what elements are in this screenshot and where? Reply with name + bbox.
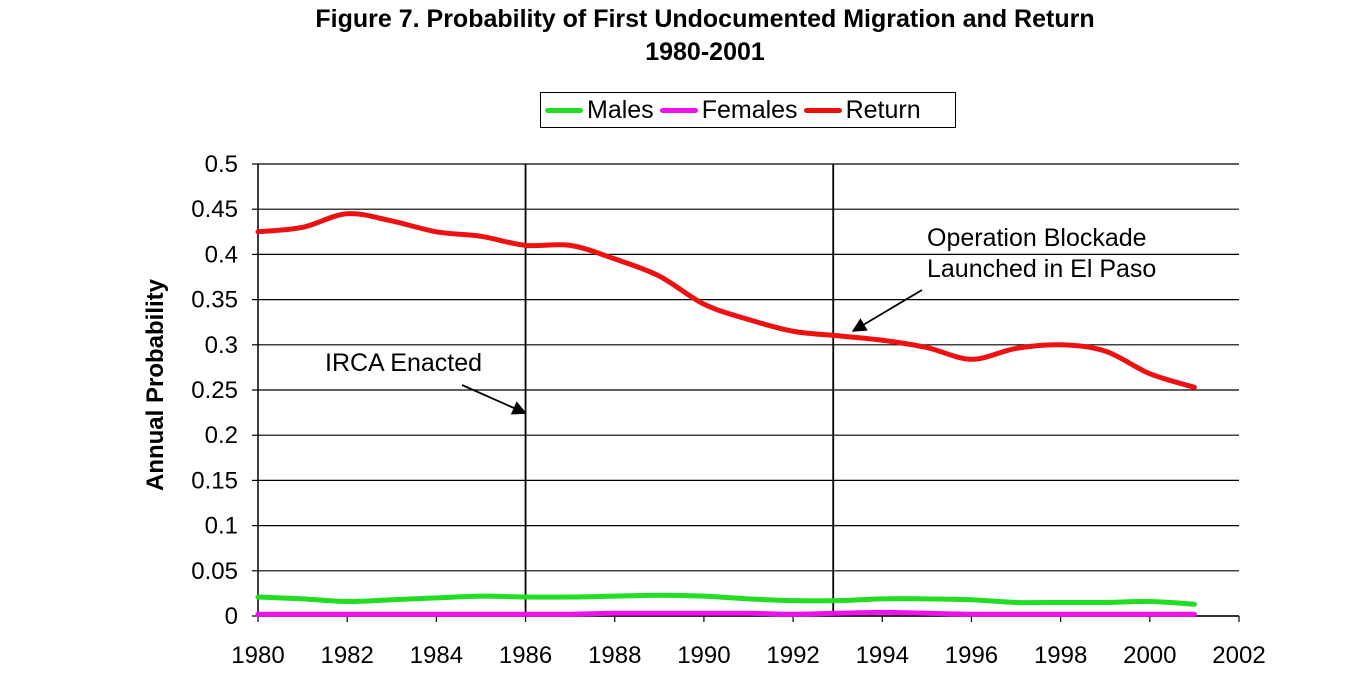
y-axis-label: Annual Probability (142, 278, 169, 491)
y-tick-label-5: 0.25 (191, 377, 238, 404)
annotation-blockade-arrow (851, 289, 923, 332)
annotation-irca-arrow (461, 384, 527, 415)
legend-item-females: Females (659, 95, 798, 125)
chart-legend: Males Females Return (540, 92, 956, 128)
x-tick-label-1: 1982 (320, 642, 373, 669)
y-tick-label-6: 0.3 (205, 332, 238, 359)
x-axis-ticks: 1980 1982 1984 1986 1988 1990 1992 1994 1996 1998… (231, 616, 1266, 669)
series-line-males (255, 592, 1197, 607)
annotation-irca-label: IRCA Enacted (325, 349, 482, 377)
annotation-blockade-label-0: Operation Blockade (927, 224, 1147, 252)
x-tick-label-5: 1990 (677, 642, 730, 669)
series-line-return (255, 211, 1197, 390)
y-tick-label-4: 0.2 (205, 422, 238, 449)
legend-label-females: Females (701, 96, 798, 124)
legend-swatch-females (659, 107, 698, 113)
annotation-blockade-label-1: Launched in El Paso (927, 255, 1156, 283)
y-tick-label-10: 0.5 (205, 151, 238, 178)
y-tick-label-2: 0.1 (205, 513, 238, 540)
event-markers (524, 164, 835, 616)
legend-label-males: Males (587, 96, 654, 124)
gridlines (257, 163, 1239, 617)
annotations: IRCA Enacted Operation Blockade Launched i… (325, 224, 1156, 415)
series-line-females (255, 609, 1197, 617)
series-lines (255, 211, 1197, 617)
legend-swatch-return (803, 107, 842, 113)
y-tick-label-3: 0.15 (191, 467, 238, 494)
legend-item-return: Return (803, 95, 921, 125)
y-tick-label-7: 0.35 (191, 287, 238, 314)
legend-label-return: Return (845, 96, 921, 124)
y-tick-label-0: 0 (225, 603, 238, 630)
legend-item-males: Males (545, 95, 654, 125)
chart-title: Figure 7. Probability of First Undocumen… (315, 5, 1095, 33)
y-tick-label-1: 0.05 (191, 558, 238, 585)
x-tick-label-6: 1992 (766, 642, 819, 669)
chart-subtitle: 1980-2001 (645, 38, 765, 66)
x-tick-label-2: 1984 (410, 642, 463, 669)
x-tick-label-4: 1988 (588, 642, 641, 669)
x-tick-label-9: 1998 (1034, 642, 1087, 669)
x-tick-label-0: 1980 (231, 642, 284, 669)
x-tick-label-10: 2000 (1123, 642, 1176, 669)
x-tick-label-8: 1996 (945, 642, 998, 669)
x-tick-label-3: 1986 (499, 642, 552, 669)
y-tick-label-8: 0.4 (205, 241, 238, 268)
x-tick-label-7: 1994 (856, 642, 909, 669)
y-axis-ticks: 0 0.05 0.1 0.15 0.2 0.25 0.3 0.35 0.4 0.45 0.5 (191, 151, 258, 630)
y-tick-label-9: 0.45 (191, 196, 238, 223)
legend-swatch-males (545, 107, 583, 113)
x-tick-label-11: 2002 (1212, 642, 1265, 669)
